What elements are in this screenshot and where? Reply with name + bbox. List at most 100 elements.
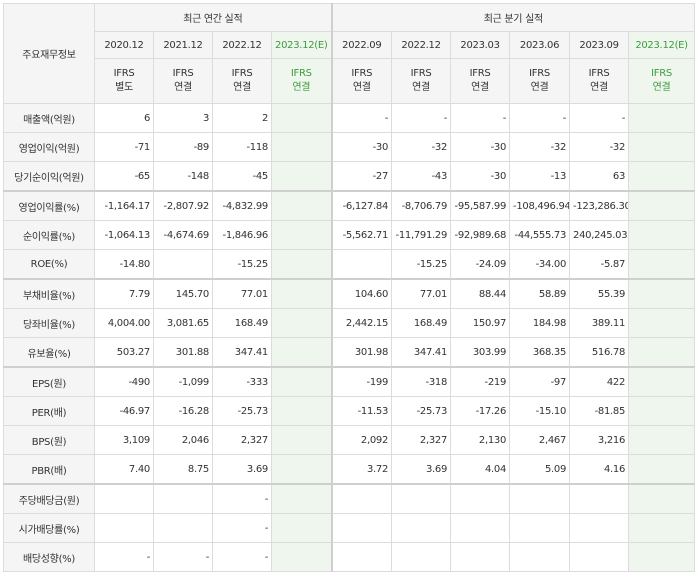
table-cell: -24.09: [450, 249, 511, 280]
table-row: 당좌비율(%) 4,004.00 3,081.65 168.49 2,442.15 168…: [3, 308, 696, 338]
ifrs-header-row: IFRS 별도 IFRS 연결 IFRS 연결 IFRS 연결 IFRS 연결 IFRS 연결 IFRS…: [4, 58, 696, 104]
table-cell: [509, 483, 571, 514]
table-row: 영업이익률(%) -1,164.17 -2,807.92 -4,832.99 -6,12…: [3, 190, 696, 221]
consolidation-label: 연결: [471, 82, 489, 93]
table-cell: [330, 513, 393, 543]
consolidation-label: 연결: [530, 82, 549, 93]
table-cell: -95,587.99: [450, 190, 511, 221]
table-cell: 5.09: [509, 454, 571, 485]
ifrs-label: IFRS: [351, 68, 373, 79]
table-cell: [569, 542, 630, 572]
table-cell: -: [569, 103, 630, 133]
table-cell: 3.72: [330, 454, 393, 485]
table-cell: -5.87: [569, 249, 630, 280]
table-cell: 55.39: [569, 278, 630, 309]
table-cell: -219: [450, 366, 511, 397]
table-cell: -1,099: [153, 366, 213, 397]
table-cell: [450, 542, 511, 572]
table-cell: [270, 513, 333, 543]
table-cell: -16.28: [153, 396, 213, 426]
table-cell: -: [212, 542, 272, 572]
table-row: 부채비율(%) 7.79 145.70 77.01 104.60 77.01 88.44 58…: [3, 278, 696, 309]
table-cell: 77.01: [212, 278, 272, 309]
table-cell: [450, 483, 511, 514]
ifrs-label: IFRS: [231, 68, 253, 79]
table-cell: [628, 103, 696, 133]
table-cell: 77.01: [391, 278, 452, 309]
row-label: ROE(%): [3, 249, 95, 280]
row-label: 유보율(%): [3, 337, 95, 368]
table-cell: [270, 132, 333, 162]
table-cell: -490: [94, 366, 154, 397]
period-header: 2022.12: [391, 31, 452, 59]
table-cell: -4,674.69: [153, 220, 213, 250]
ifrs-basis-header: IFRS 연결: [391, 58, 452, 104]
consolidation-label: 연결: [174, 82, 192, 93]
table-cell: -: [212, 513, 272, 543]
row-label: 주당배당금(원): [3, 483, 95, 514]
ifrs-basis-header: IFRS 연결: [212, 58, 272, 104]
table-cell: -118: [212, 132, 272, 162]
table-cell: [450, 513, 511, 543]
row-label: 당좌비율(%): [3, 308, 95, 338]
table-cell: [391, 542, 452, 572]
table-cell: -27: [330, 161, 393, 192]
table-cell: 8.75: [153, 454, 213, 485]
ifrs-label: IFRS: [588, 68, 610, 79]
table-cell: [94, 483, 154, 514]
ifrs-basis-header: IFRS 연결: [509, 58, 571, 104]
table-cell: -97: [509, 366, 571, 397]
table-cell: 301.98: [330, 337, 393, 368]
table-cell: -44,555.73: [509, 220, 571, 250]
table-cell: -8,706.79: [391, 190, 452, 221]
table-cell: -25.73: [391, 396, 452, 426]
table-cell: [270, 542, 333, 572]
period-header: 2023.03: [450, 31, 511, 59]
table-cell: [628, 513, 696, 543]
table-cell: 2,327: [391, 425, 452, 455]
table-cell: [330, 542, 393, 572]
table-cell: -32: [509, 132, 571, 162]
consolidation-label: 연결: [590, 82, 608, 93]
table-cell: [270, 249, 333, 280]
table-cell: -: [330, 103, 393, 133]
table-cell: -32: [391, 132, 452, 162]
table-cell: 184.98: [509, 308, 571, 338]
table-cell: -71: [94, 132, 154, 162]
period-header: 2023.09: [569, 31, 630, 59]
ifrs-basis-header: IFRS 연결: [569, 58, 630, 104]
table-cell: -4,832.99: [212, 190, 272, 221]
table-cell: -15.25: [212, 249, 272, 280]
table-cell: [509, 542, 571, 572]
table-row: 당기순이익(억원) -65 -148 -45 -27 -43 -30 -13 63: [3, 161, 696, 192]
table-cell: [330, 249, 393, 280]
table-cell: [330, 483, 393, 514]
table-cell: [628, 278, 696, 309]
table-cell: [270, 278, 333, 309]
annual-header: 최근 연간 실적: [93, 3, 333, 32]
table-cell: -: [212, 483, 272, 514]
table-row: BPS(원) 3,109 2,046 2,327 2,092 2,327 2,130 2,46…: [3, 425, 696, 455]
ifrs-label: IFRS: [529, 68, 550, 79]
table-cell: 150.97: [450, 308, 511, 338]
table-cell: [569, 513, 630, 543]
table-cell: 2: [212, 103, 272, 133]
row-label: 시가배당률(%): [3, 513, 95, 543]
table-cell: [628, 132, 696, 162]
table-row: EPS(원) -490 -1,099 -333 -199 -318 -219 -97 422: [3, 366, 696, 397]
table-cell: 58.89: [509, 278, 571, 309]
table-cell: [270, 220, 333, 250]
table-cell: 3,216: [569, 425, 630, 455]
table-cell: -148: [153, 161, 213, 192]
table-cell: -333: [212, 366, 272, 397]
table-cell: -30: [450, 132, 511, 162]
table-cell: -1,164.17: [94, 190, 154, 221]
table-cell: [270, 366, 333, 397]
table-cell: 3.69: [391, 454, 452, 485]
table-row: 시가배당률(%) -: [3, 513, 696, 543]
table-cell: [628, 483, 696, 514]
ifrs-label: IFRS: [172, 68, 194, 79]
table-cell: 168.49: [212, 308, 272, 338]
table-row: ROE(%) -14.80 -15.25 -15.25 -24.09 -34.00 -5.8…: [3, 249, 696, 280]
table-cell: -11.53: [330, 396, 393, 426]
